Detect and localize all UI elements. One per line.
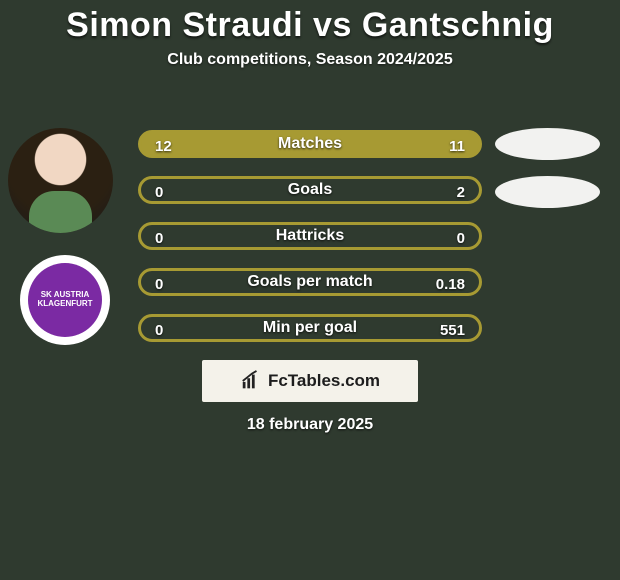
date-text: 18 february 2025 [0,416,620,434]
comparison-infographic: Simon Straudi vs Gantschnig Club competi… [0,6,620,580]
page-subtitle: Club competitions, Season 2024/2025 [0,51,620,69]
stat-label: Hattricks [141,227,479,245]
stat-left-value: 0 [141,271,177,299]
stat-left-value: 0 [141,317,177,345]
stat-label: Matches [141,135,479,153]
stat-right-value: 551 [426,317,479,345]
stat-left-value: 0 [141,225,177,253]
club-badge: SK AUSTRIA KLAGENFURT [20,255,110,345]
stat-row: 0Goals per match0.18 [138,268,482,296]
club-line2: KLAGENFURT [37,300,92,309]
page-title: Simon Straudi vs Gantschnig [0,6,620,45]
stat-row: 12Matches11 [138,130,482,158]
stat-row: 0Goals2 [138,176,482,204]
right-column [490,128,605,224]
stat-left-value: 0 [141,179,177,207]
stat-bars: 12Matches110Goals20Hattricks00Goals per … [138,130,482,360]
brand-box: FcTables.com [202,360,418,402]
stat-right-value: 2 [443,179,479,207]
right-oval-2 [495,176,600,208]
stat-row: 0Min per goal551 [138,314,482,342]
right-oval-1 [495,128,600,160]
player-photo [8,128,113,233]
stats-icon [240,370,262,392]
stat-left-value: 12 [141,133,186,161]
stat-right-value: 0.18 [422,271,479,299]
club-badge-inner: SK AUSTRIA KLAGENFURT [28,263,102,337]
stat-right-value: 0 [443,225,479,253]
brand-text: FcTables.com [268,371,380,391]
stat-row: 0Hattricks0 [138,222,482,250]
left-column: SK AUSTRIA KLAGENFURT [8,128,128,345]
stat-label: Goals [141,181,479,199]
stat-right-value: 11 [435,133,479,161]
